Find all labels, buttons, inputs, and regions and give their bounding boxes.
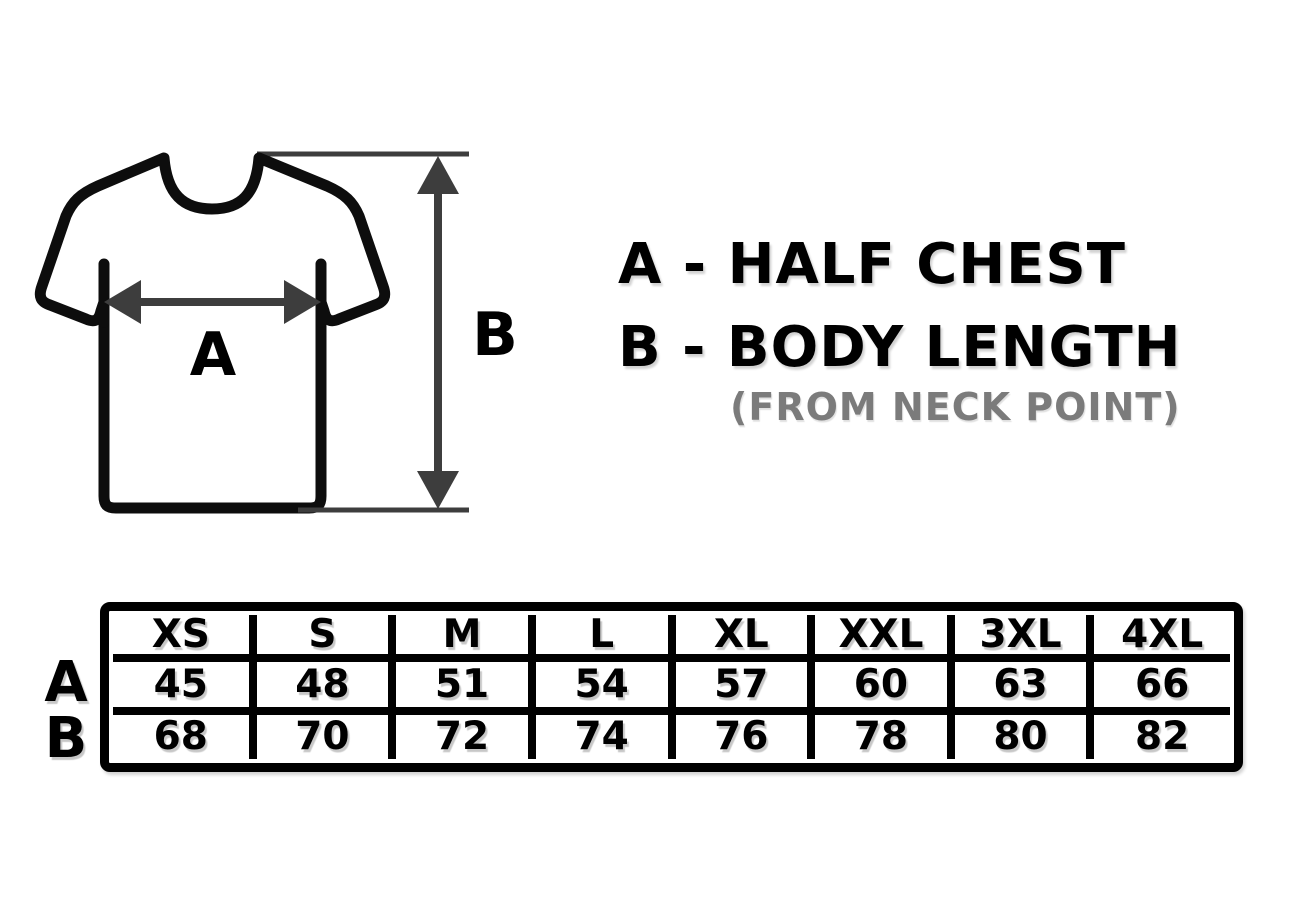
size-value-cell: 51 bbox=[388, 654, 536, 715]
size-column-header: 4XL bbox=[1086, 611, 1234, 662]
legend-note: (FROM NECK POINT) bbox=[730, 385, 1181, 429]
body-length-arrow bbox=[298, 156, 469, 513]
size-column-header: XXL bbox=[807, 611, 955, 662]
size-column-header: L bbox=[527, 611, 676, 662]
size-value-cell: 54 bbox=[527, 654, 676, 715]
size-value-cell: 48 bbox=[248, 654, 397, 715]
legend-half-chest: A - HALF CHEST bbox=[618, 232, 1126, 297]
size-table-header: XS S M L XL XXL 3XL 4XL bbox=[109, 611, 1234, 662]
chest-measure-boundary-lines bbox=[98, 258, 327, 328]
size-column-header: M bbox=[388, 611, 536, 662]
size-table-frame: XS S M L XL XXL 3XL 4XL 45 48 51 54 57 60 63 66 68 70 72 7… bbox=[100, 602, 1243, 772]
size-table-row-b: 68 70 72 74 76 78 80 82 bbox=[109, 706, 1234, 764]
size-column-header: XL bbox=[667, 611, 816, 662]
tshirt-measurement-diagram: A B bbox=[34, 151, 518, 514]
size-value-cell: 82 bbox=[1086, 706, 1234, 764]
table-row-label-b: B bbox=[44, 706, 88, 771]
size-table: XS S M L XL XXL 3XL 4XL 45 48 51 54 57 60 63 66 68 70 72 7… bbox=[109, 611, 1234, 764]
size-value-cell: 72 bbox=[388, 706, 536, 764]
size-table-header-row: XS S M L XL XXL 3XL 4XL bbox=[109, 611, 1234, 662]
size-value-cell: 60 bbox=[807, 654, 955, 715]
diagram-label-b: B bbox=[472, 300, 518, 370]
size-value-cell: 68 bbox=[109, 706, 257, 764]
legend-body-length: B - BODY LENGTH bbox=[618, 315, 1182, 380]
size-value-cell: 45 bbox=[109, 654, 257, 715]
diagram-label-a: A bbox=[190, 320, 237, 390]
size-value-cell: 80 bbox=[946, 706, 1095, 764]
size-value-cell: 70 bbox=[248, 706, 397, 764]
size-value-cell: 74 bbox=[527, 706, 676, 764]
size-value-cell: 57 bbox=[667, 654, 816, 715]
size-column-header: S bbox=[248, 611, 397, 662]
size-value-cell: 76 bbox=[667, 706, 816, 764]
size-column-header: 3XL bbox=[946, 611, 1095, 662]
size-value-cell: 63 bbox=[946, 654, 1095, 715]
size-value-cell: 66 bbox=[1086, 654, 1234, 715]
size-table-body: 45 48 51 54 57 60 63 66 68 70 72 74 76 78 80 82 bbox=[109, 654, 1234, 764]
half-chest-arrow bbox=[104, 280, 321, 324]
size-column-header: XS bbox=[109, 611, 257, 662]
size-table-row-a: 45 48 51 54 57 60 63 66 bbox=[109, 654, 1234, 715]
size-value-cell: 78 bbox=[807, 706, 955, 764]
table-row-label-a: A bbox=[44, 650, 88, 715]
